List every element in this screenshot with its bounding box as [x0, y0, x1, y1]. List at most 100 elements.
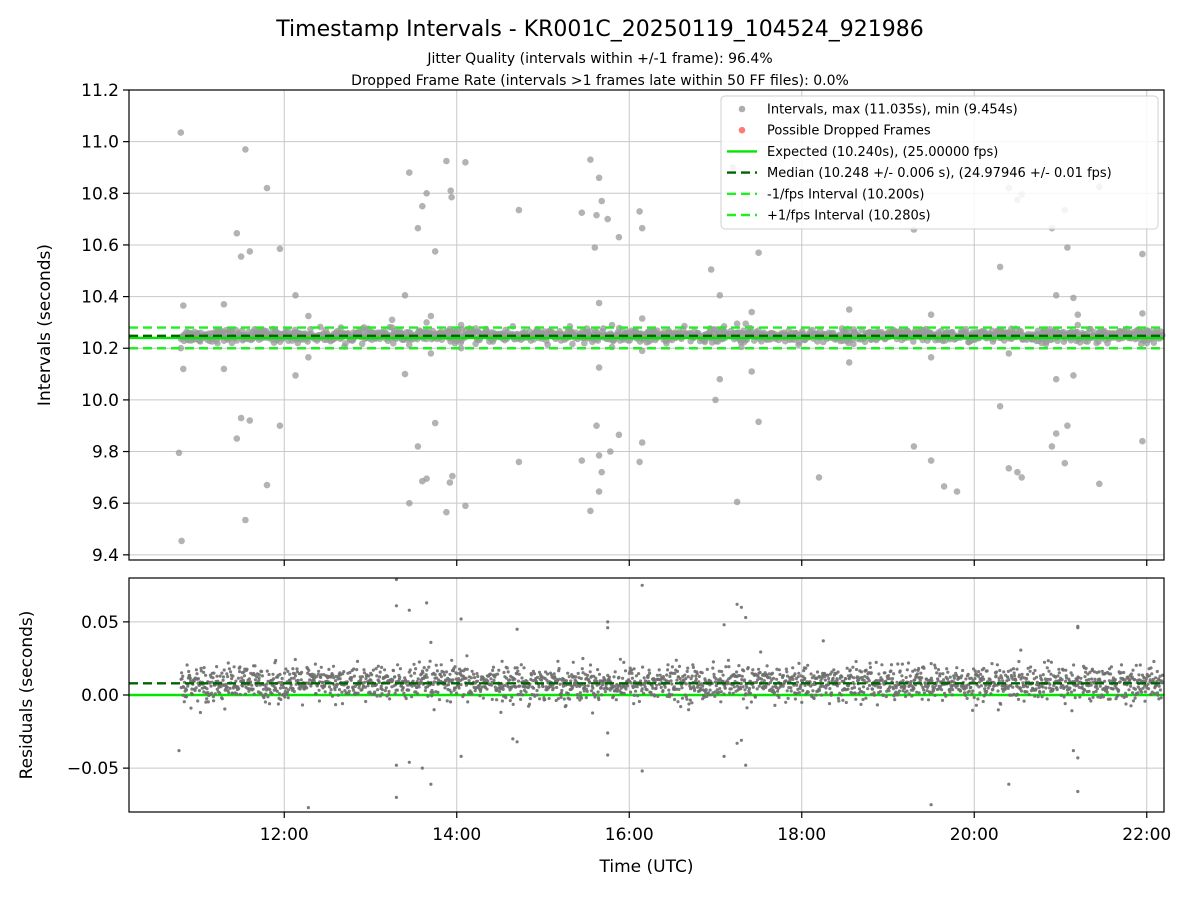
data-point — [1136, 691, 1140, 695]
data-point — [1038, 691, 1042, 695]
outlier-point — [953, 488, 961, 495]
outlier-point — [515, 206, 523, 214]
data-point — [478, 694, 482, 698]
data-point — [1122, 670, 1126, 675]
data-point — [204, 673, 208, 677]
data-point — [762, 679, 766, 683]
data-point — [370, 673, 374, 677]
data-point — [340, 690, 344, 694]
data-point — [1105, 690, 1109, 694]
data-point — [1109, 665, 1113, 669]
data-point — [972, 695, 976, 700]
data-point — [997, 679, 1001, 683]
data-point — [1160, 673, 1165, 677]
data-point — [1015, 692, 1019, 696]
data-point — [853, 691, 857, 695]
data-point — [538, 697, 542, 701]
data-point — [889, 663, 894, 667]
data-point — [1014, 678, 1018, 682]
data-point — [383, 668, 387, 672]
data-point — [901, 689, 905, 693]
data-point — [291, 667, 295, 671]
data-point — [791, 677, 795, 682]
data-point — [283, 671, 287, 675]
data-point — [1154, 676, 1158, 680]
data-point — [1118, 680, 1122, 684]
data-point — [739, 681, 743, 685]
data-point — [286, 688, 291, 692]
data-point — [374, 667, 378, 671]
outlier-point — [595, 299, 603, 307]
legend-label: Intervals, max (11.035s), min (9.454s) — [767, 103, 1018, 118]
x-tick-label: 22:00 — [1122, 825, 1171, 845]
data-point — [836, 670, 840, 674]
outlier-point — [636, 208, 643, 215]
data-point — [229, 670, 233, 674]
data-point — [881, 693, 885, 698]
outlier-point — [578, 209, 586, 216]
data-point — [1078, 695, 1082, 699]
data-point — [505, 666, 509, 670]
data-point — [897, 689, 902, 693]
data-point — [307, 668, 311, 673]
data-point — [1107, 679, 1111, 683]
data-point — [793, 697, 798, 701]
x-tick-label: 16:00 — [605, 825, 654, 845]
outlier-point — [1014, 468, 1021, 476]
data-point — [772, 676, 776, 680]
data-point — [1025, 690, 1029, 694]
data-point — [630, 676, 635, 680]
data-point — [864, 668, 868, 672]
outlier-point — [615, 431, 623, 439]
data-point — [773, 703, 777, 708]
data-point — [922, 691, 927, 695]
outlier-point — [394, 763, 398, 767]
data-point — [898, 669, 902, 673]
outlier-point — [1074, 321, 1082, 329]
data-point — [670, 693, 674, 697]
data-point — [803, 676, 807, 681]
data-point — [617, 675, 621, 680]
data-point — [945, 667, 949, 671]
intervals-axes-frame — [128, 89, 1165, 561]
data-point — [757, 667, 761, 671]
data-point — [739, 687, 743, 691]
data-point — [791, 666, 795, 670]
data-point — [1040, 678, 1044, 682]
outlier-point — [429, 782, 433, 786]
data-point — [1051, 687, 1055, 692]
data-point — [539, 678, 544, 682]
data-point — [260, 674, 264, 678]
data-point — [637, 672, 641, 676]
data-point — [837, 681, 841, 686]
data-point — [559, 695, 563, 700]
data-point — [893, 698, 897, 702]
data-point — [615, 689, 619, 693]
data-point — [448, 672, 452, 676]
data-point — [837, 699, 841, 703]
data-point — [726, 658, 731, 662]
data-point — [1152, 691, 1157, 696]
data-point — [908, 674, 912, 678]
data-point — [489, 677, 493, 681]
data-point — [1155, 691, 1160, 695]
data-point — [880, 663, 884, 667]
data-point — [390, 340, 397, 347]
data-point — [913, 668, 917, 672]
data-point — [820, 676, 824, 680]
data-point — [1033, 668, 1037, 673]
data-point — [212, 699, 216, 703]
data-point — [425, 668, 429, 672]
outlier-point — [636, 458, 643, 466]
data-point — [202, 666, 206, 670]
data-point — [264, 685, 268, 690]
outlier-point — [1005, 465, 1013, 472]
y-tick-label: 0.05 — [81, 613, 119, 633]
data-point — [872, 691, 876, 695]
outlier-point — [431, 248, 439, 255]
data-point — [880, 678, 884, 682]
data-point — [557, 667, 561, 671]
outlier-point — [940, 483, 948, 490]
data-point — [406, 341, 413, 349]
outlier-point — [739, 605, 744, 609]
